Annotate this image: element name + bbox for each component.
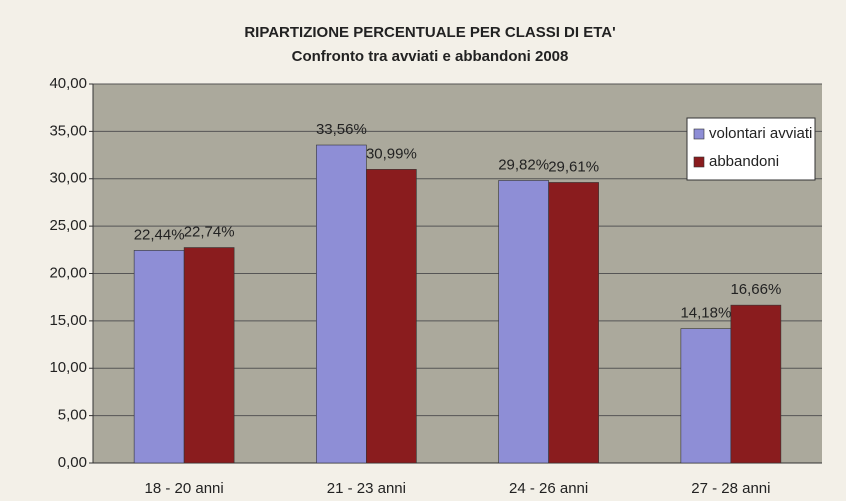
data-label: 33,56% bbox=[316, 121, 367, 138]
data-label: 29,82% bbox=[498, 156, 549, 173]
bar bbox=[548, 182, 599, 464]
bar bbox=[730, 304, 782, 464]
y-tick-label: 10,00 bbox=[49, 359, 87, 376]
bar bbox=[133, 250, 185, 464]
bar bbox=[680, 328, 732, 464]
data-label: 22,74% bbox=[184, 224, 235, 241]
bar bbox=[316, 144, 367, 464]
bar bbox=[183, 247, 235, 464]
x-tick-label: 24 - 26 anni bbox=[509, 480, 588, 497]
legend-label: volontari avviati bbox=[709, 125, 812, 142]
y-tick-label: 15,00 bbox=[49, 312, 87, 329]
bar bbox=[366, 169, 417, 464]
legend-swatch bbox=[693, 156, 705, 168]
data-label: 30,99% bbox=[366, 145, 417, 162]
y-tick-label: 20,00 bbox=[49, 264, 87, 281]
y-tick-label: 25,00 bbox=[49, 217, 87, 234]
x-tick-label: 27 - 28 anni bbox=[691, 480, 770, 497]
x-tick-label: 21 - 23 anni bbox=[327, 480, 406, 497]
x-tick-label: 18 - 20 anni bbox=[145, 480, 224, 497]
y-tick-label: 40,00 bbox=[49, 75, 87, 92]
legend-box bbox=[686, 117, 816, 181]
y-tick-label: 0,00 bbox=[58, 454, 87, 471]
legend-label: abbandoni bbox=[709, 153, 779, 170]
y-tick-label: 35,00 bbox=[49, 122, 87, 139]
data-label: 14,18% bbox=[680, 305, 731, 322]
legend-swatch bbox=[693, 128, 705, 140]
chart-subtitle: Confronto tra avviati e abbandoni 2008 bbox=[292, 48, 569, 65]
data-label: 29,61% bbox=[548, 158, 599, 175]
y-tick-label: 5,00 bbox=[58, 407, 87, 424]
y-tick-label: 30,00 bbox=[49, 170, 87, 187]
data-label: 16,66% bbox=[730, 281, 781, 298]
bar bbox=[498, 180, 549, 464]
chart-title: RIPARTIZIONE PERCENTUALE PER CLASSI DI E… bbox=[244, 24, 615, 41]
data-label: 22,44% bbox=[134, 226, 185, 243]
